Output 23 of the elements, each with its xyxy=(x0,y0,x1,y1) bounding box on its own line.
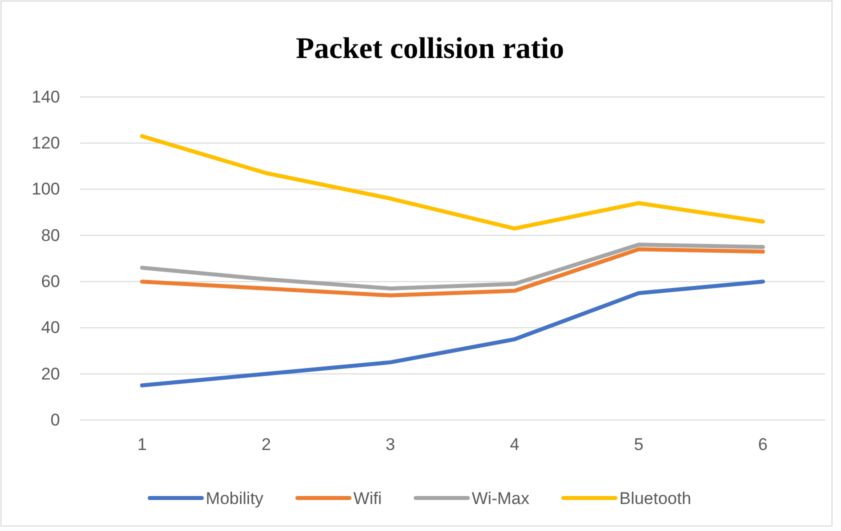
y-tick-label: 40 xyxy=(41,318,60,338)
x-tick-label: 4 xyxy=(510,435,520,454)
y-tick-label: 80 xyxy=(41,226,60,245)
x-tick-label: 5 xyxy=(634,435,644,454)
line-series xyxy=(140,280,765,388)
y-tick-label: 120 xyxy=(32,134,60,153)
legend-label: Bluetooth xyxy=(619,489,692,508)
y-tick-label: 60 xyxy=(41,272,60,292)
legend-label: Wifi xyxy=(353,489,382,508)
x-tick-label: 2 xyxy=(262,435,271,454)
y-tick-label: 100 xyxy=(32,180,60,199)
chart-title: Packet collision ratio xyxy=(296,32,564,65)
line-series xyxy=(140,242,765,290)
y-tick-label: 20 xyxy=(41,364,60,384)
y-tick-label: 140 xyxy=(32,87,60,106)
line-series xyxy=(140,247,765,298)
x-tick-label: 1 xyxy=(137,435,147,454)
x-tick-label: 6 xyxy=(758,435,768,454)
legend-label: Mobility xyxy=(206,489,264,508)
line-series xyxy=(140,134,765,231)
legend-label: Wi-Max xyxy=(472,489,530,508)
y-tick-label: 0 xyxy=(50,410,60,430)
x-tick-label: 3 xyxy=(386,435,396,454)
